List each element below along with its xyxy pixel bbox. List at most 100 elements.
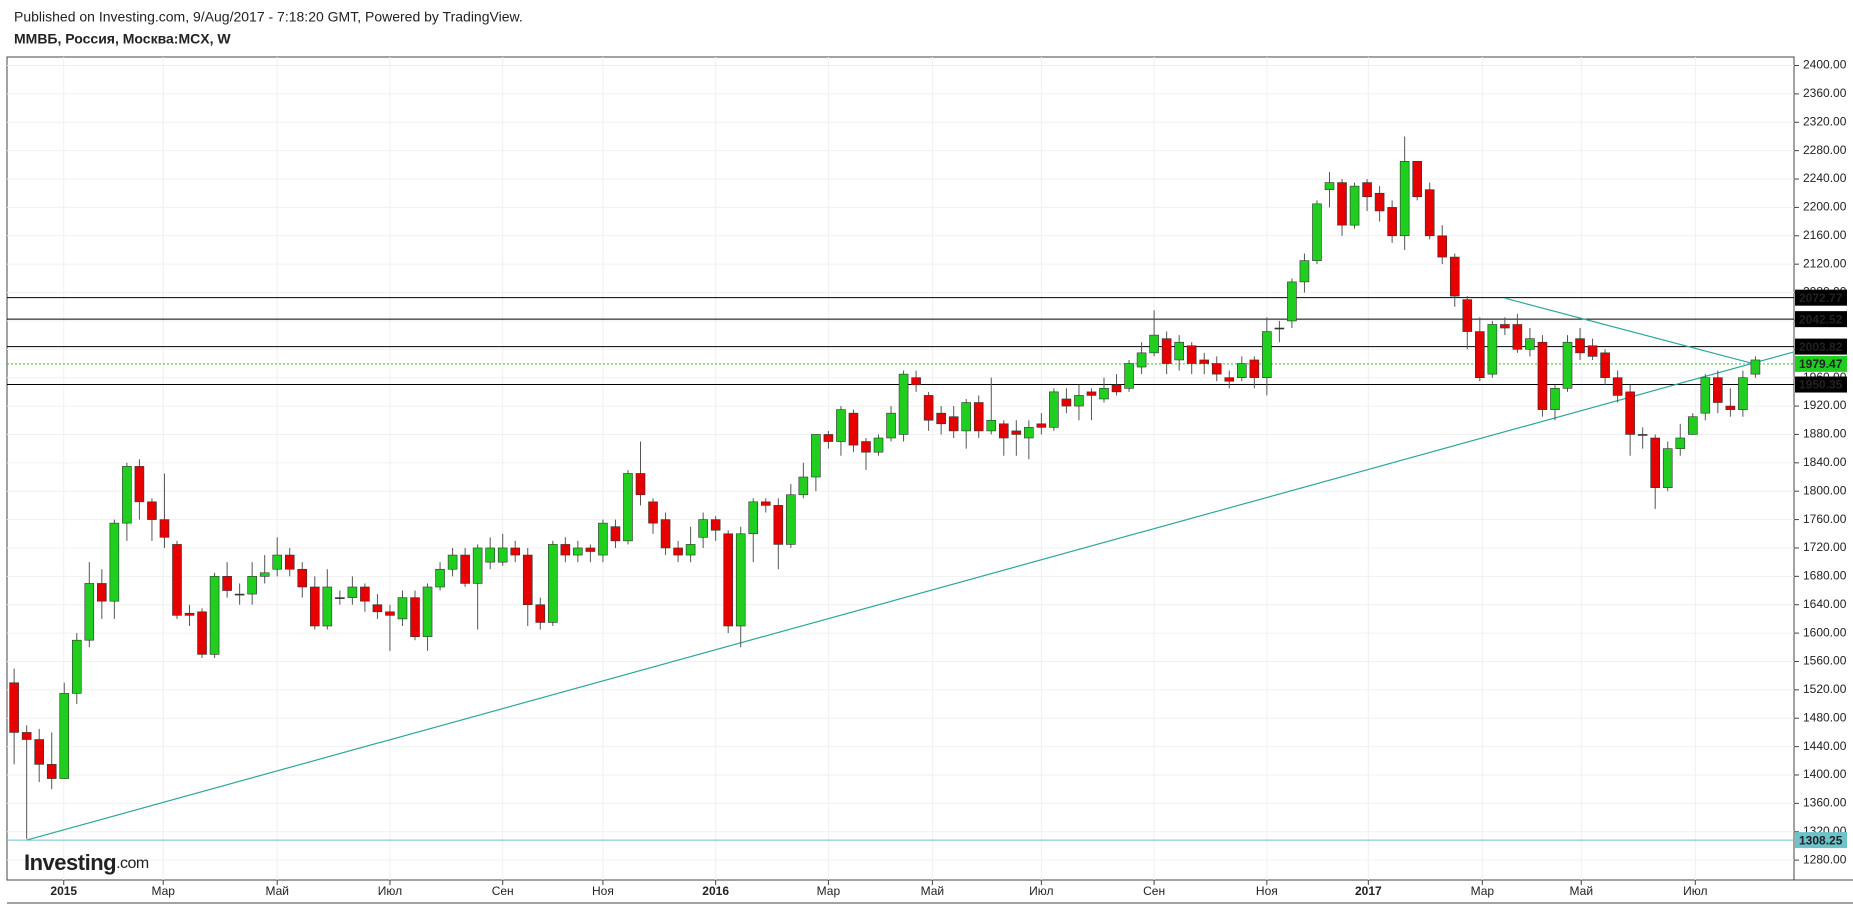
candle-body [1211,363,1222,375]
candle-body [973,402,984,432]
candle-body [1136,352,1147,368]
candle-body [1274,327,1285,330]
y-tick-label: 1640.00 [1803,597,1847,611]
candle-body [21,732,32,740]
candle-body [861,441,871,453]
candle-body [798,476,809,496]
candle-body [322,586,333,627]
candle-body [1124,363,1134,389]
candle-body [723,533,733,627]
y-tick-label: 1400.00 [1803,767,1847,781]
logo-suffix: .com [116,855,149,872]
candle-body [1525,338,1535,350]
x-tick-label: Сен [1143,884,1165,898]
y-tick-label: 1280.00 [1803,852,1847,866]
candle-body [1036,423,1047,428]
candle-body [309,586,320,627]
candle-body [122,466,132,524]
y-tick-label: 1600.00 [1803,625,1847,639]
candle-body [585,547,596,552]
candle-body [1061,398,1072,407]
candle-body [1750,359,1761,375]
candle-body [936,412,946,425]
candle-body [184,612,195,616]
candle-body [685,544,696,556]
y-tick-label: 1840.00 [1803,455,1847,469]
candle-body [472,547,483,584]
y-tick-label: 1720.00 [1803,540,1847,554]
candle-body [560,544,571,556]
candle-body [898,373,909,435]
candle-body [573,547,583,556]
x-tick-label: Июл [378,884,402,898]
x-tick-label: Мар [151,884,175,898]
candle-body [1324,182,1335,190]
candle-body [1487,324,1498,375]
candle-body [1362,182,1372,198]
candle-body [1349,185,1360,226]
candle-body [1224,377,1235,382]
candle-body [673,547,683,556]
y-tick-label: 1920.00 [1803,398,1847,412]
candle-body [497,547,508,563]
candle-body [1337,182,1347,226]
candle-body [1675,437,1686,449]
price-label-box [1795,376,1847,393]
candle-body [660,519,671,549]
y-tick-label: 2400.00 [1803,58,1847,72]
candle-body [1637,434,1648,436]
candle-body [1049,391,1059,428]
candle-body [1713,377,1723,403]
x-tick-label: Май [1570,884,1594,898]
y-tick-label: 1440.00 [1803,739,1847,753]
y-tick-label: 2120.00 [1803,256,1847,270]
y-tick-label: 1560.00 [1803,654,1847,668]
candle-body [522,554,533,606]
candle-body [1475,331,1485,378]
x-tick-label: Ноя [1256,884,1278,898]
candle-body [786,494,796,545]
candle-body [1662,448,1673,488]
price-label: 2072.77 [1799,291,1843,305]
candle-body [84,583,95,641]
price-label-box [1795,289,1847,306]
y-tick-label: 1360.00 [1803,796,1847,810]
candle-body [1237,363,1247,378]
candle-body [998,423,1009,439]
x-tick-label: Сен [492,884,514,898]
price-label-box [1795,338,1847,355]
y-tick-label: 1800.00 [1803,483,1847,497]
candle-body [1424,189,1435,237]
candle-body [1700,377,1711,414]
candle-body [948,416,959,432]
candle-body [1074,395,1084,407]
candle-body [259,572,270,577]
trend-line [1504,297,1756,365]
y-tick-label: 2240.00 [1803,171,1847,185]
candle-body [748,501,759,535]
candle-body [97,583,107,602]
candle-body [836,409,846,442]
candle-body [71,639,82,694]
candle-body [34,739,44,765]
candle-body [1399,160,1410,237]
candle-body [385,611,395,616]
candle-body [1099,388,1109,400]
candle-body [710,519,721,531]
candle-body [335,597,345,599]
candle-body [147,501,157,520]
candle-body [773,505,784,545]
candle-body [623,473,633,542]
trend-line [26,351,1794,841]
candle-body [610,526,621,542]
candle-body [1312,203,1322,261]
candle-body [1437,235,1448,258]
candle-body [1149,334,1159,354]
y-tick-label: 1680.00 [1803,569,1847,583]
candle-body [1262,331,1272,378]
candle-body [197,611,207,655]
candle-body [1512,324,1523,350]
candle-body [46,764,57,779]
x-tick-label: Мар [1471,884,1495,898]
x-tick-label: Май [265,884,289,898]
